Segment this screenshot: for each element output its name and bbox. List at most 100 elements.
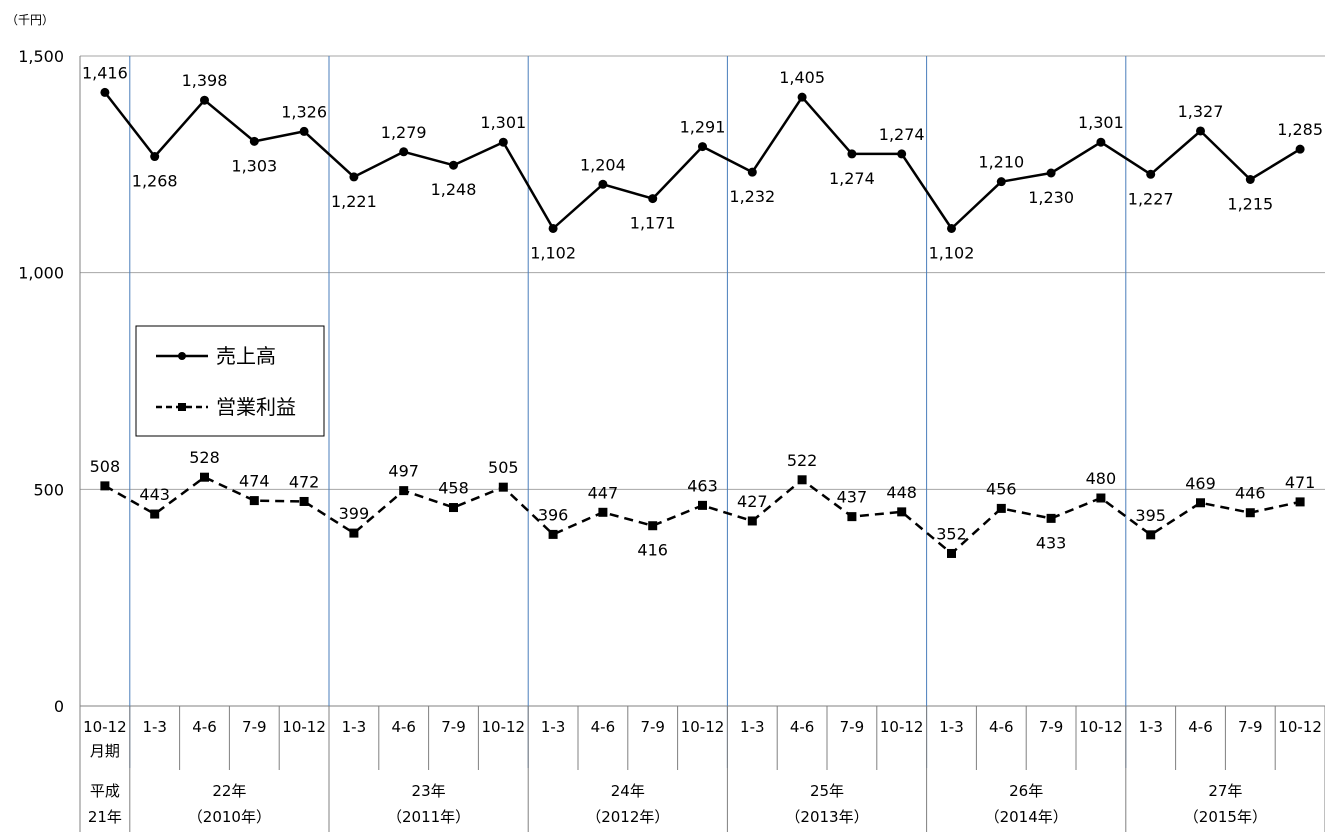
year-group-sublabel: （2012年）	[586, 808, 669, 826]
data-label: 472	[289, 472, 320, 491]
year-group-label: 24年	[611, 782, 645, 800]
data-label: 528	[189, 448, 220, 467]
year-group-sublabel: （2011年）	[387, 808, 470, 826]
data-label: 1,327	[1178, 102, 1224, 121]
data-label: 1,102	[530, 243, 576, 262]
data-label: 448	[886, 483, 917, 502]
year-group-label: 26年	[1009, 782, 1043, 800]
y-tick-label: 1,000	[18, 264, 64, 283]
data-point	[847, 149, 857, 159]
x-tick-label: 10-12	[482, 718, 526, 736]
x-tick-label: 7-9	[441, 718, 466, 736]
data-label: 1,274	[829, 169, 875, 188]
x-tick-label: 10-12	[1278, 718, 1322, 736]
data-point	[100, 481, 110, 491]
x-tick-label: 4-6	[591, 718, 616, 736]
data-point	[399, 486, 409, 496]
data-label: 1,227	[1128, 189, 1174, 208]
data-point	[1046, 168, 1056, 178]
data-point	[249, 136, 259, 146]
year-group-sublabel: 21年	[88, 808, 122, 826]
data-point	[1096, 493, 1106, 503]
data-point	[349, 528, 359, 538]
x-tick-label: 1-3	[939, 718, 964, 736]
data-label: 463	[687, 476, 718, 495]
data-label: 1,416	[82, 63, 128, 82]
data-label: 1,301	[1078, 113, 1124, 132]
data-label: 1,232	[729, 187, 775, 206]
data-label: 416	[637, 541, 668, 560]
data-point	[1245, 175, 1255, 184]
data-label: 480	[1086, 469, 1117, 488]
x-tick-label: 4-6	[391, 718, 416, 736]
data-point	[648, 194, 658, 204]
data-labels: 1,416 1,268 1,398 1,303 1,326 1,221 1,279 1,248…	[82, 63, 1323, 559]
y-tick-labels: 0 500 1,000 1,500	[18, 47, 64, 716]
y-tick-label: 1,500	[18, 47, 64, 66]
year-group-sublabel: （2014年）	[985, 808, 1068, 826]
data-point	[1196, 498, 1205, 508]
x-tick-label: 4-6	[192, 718, 217, 736]
y-tick-label: 0	[54, 697, 64, 716]
data-point	[797, 475, 807, 485]
data-label: 447	[588, 483, 619, 502]
data-label: 497	[388, 462, 419, 481]
data-point	[947, 548, 956, 558]
x-tick-label: 4-6	[790, 718, 815, 736]
data-label: 1,291	[680, 118, 726, 137]
data-label: 471	[1285, 473, 1316, 492]
x-tick-label: 4-6	[1188, 718, 1213, 736]
gridlines	[79, 55, 1325, 707]
data-point	[1295, 497, 1305, 507]
data-label: 1,326	[281, 102, 327, 121]
year-group-sublabel: （2015年）	[1184, 808, 1267, 826]
data-label: 443	[139, 485, 170, 504]
legend-marker-sales	[178, 352, 186, 360]
data-point	[1096, 137, 1106, 147]
data-label: 427	[737, 492, 768, 511]
year-group-label: 27年	[1208, 782, 1242, 800]
data-point	[996, 177, 1006, 187]
data-label: 1,274	[879, 125, 925, 144]
data-point	[897, 507, 907, 517]
data-label: 1,248	[431, 180, 477, 199]
data-label: 352	[936, 524, 967, 543]
data-label: 1,398	[182, 71, 228, 90]
year-group-sublabel: （2010年）	[188, 808, 271, 826]
legend-label-profit: 営業利益	[216, 395, 296, 419]
year-separators	[129, 56, 1127, 768]
x-tick-label: 7-9	[242, 718, 267, 736]
unit-label: （千円）	[6, 13, 54, 27]
data-label: 1,215	[1227, 195, 1273, 214]
data-label: 433	[1036, 533, 1067, 552]
data-point	[598, 507, 608, 517]
data-point	[897, 149, 907, 159]
data-point	[747, 167, 757, 177]
series-layer	[100, 87, 1305, 558]
data-label: 1,268	[132, 172, 178, 191]
data-label: 508	[90, 457, 121, 476]
data-label: 1,301	[480, 113, 526, 132]
x-tick-label: 10-12	[1079, 718, 1123, 736]
data-point	[698, 500, 707, 510]
x-tick-label: 1-3	[541, 718, 566, 736]
data-point	[150, 509, 160, 519]
data-label: 505	[488, 458, 519, 477]
data-label: 1,210	[978, 153, 1024, 172]
x-tick-label: 7-9	[1039, 718, 1064, 736]
data-point	[1196, 126, 1205, 136]
legend-marker-profit	[178, 403, 186, 411]
data-label: 437	[837, 488, 868, 507]
x-tick-label: 10-12	[83, 718, 127, 736]
data-label: 395	[1135, 506, 1166, 525]
data-point	[1146, 169, 1156, 179]
x-axis: 10-12 1-3 4-6 7-9 10-12 1-3 4-6 7-9 10-12 1-3 4-6 7…	[79, 706, 1325, 832]
legend-label-sales: 売上高	[216, 344, 276, 368]
data-label: 1,171	[630, 214, 676, 233]
data-point	[996, 503, 1006, 513]
data-point	[449, 503, 458, 513]
data-point	[747, 516, 757, 526]
x-tick-label: 7-9	[840, 718, 865, 736]
data-point	[648, 521, 658, 531]
